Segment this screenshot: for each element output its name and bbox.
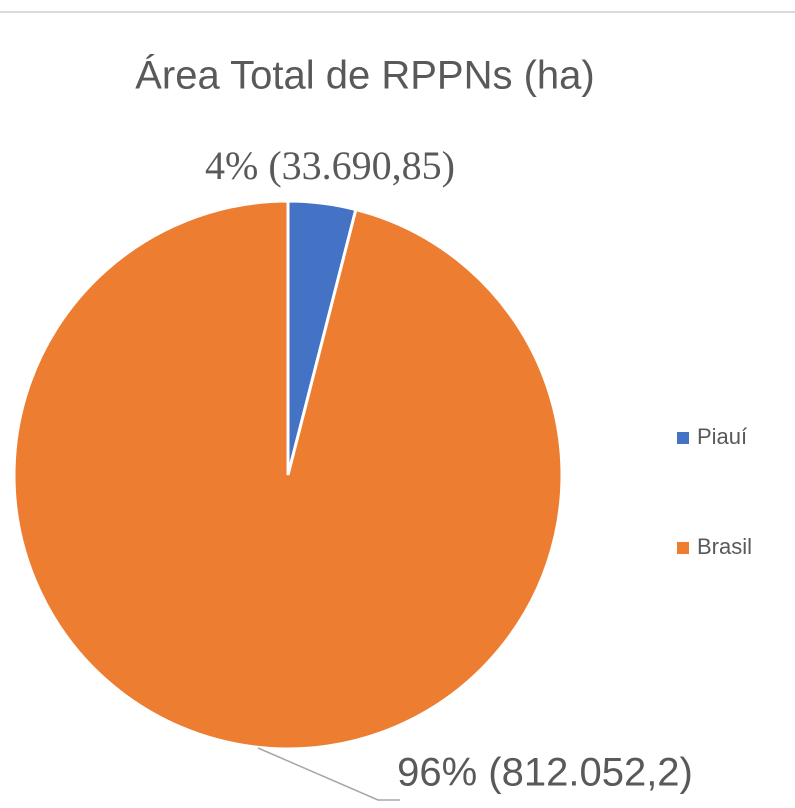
data-label: 4% (33.690,85)	[205, 143, 455, 188]
legend-swatch	[677, 432, 689, 444]
chart-title: Área Total de RPPNs (ha)	[135, 53, 594, 98]
leader-line	[257, 747, 400, 801]
data-label: 96% (812.052,2)	[397, 751, 693, 795]
legend-label: Brasil	[697, 534, 752, 559]
legend-label: Piauí	[697, 424, 747, 449]
legend-swatch	[677, 542, 689, 554]
pie-slice	[12, 199, 564, 751]
